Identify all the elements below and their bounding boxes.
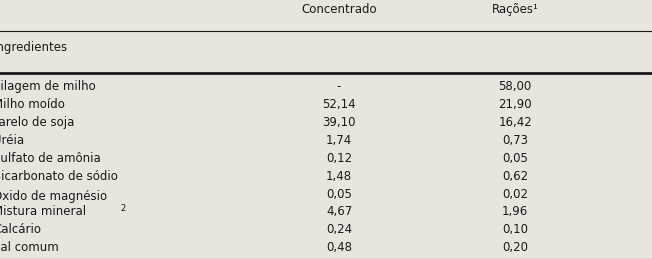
Text: Óxido de magnésio: Óxido de magnésio — [0, 188, 108, 203]
Text: -: - — [337, 80, 341, 93]
Text: Bicarbonato de sódio: Bicarbonato de sódio — [0, 170, 119, 183]
Text: Rações¹: Rações¹ — [492, 3, 539, 16]
Text: Concentrado: Concentrado — [301, 3, 377, 16]
Text: 16,42: 16,42 — [498, 116, 532, 129]
Text: 0,73: 0,73 — [502, 134, 528, 147]
Text: 0,48: 0,48 — [326, 241, 352, 254]
Text: 0,02: 0,02 — [502, 188, 528, 200]
Text: 0,05: 0,05 — [326, 188, 352, 200]
Text: 52,14: 52,14 — [322, 98, 356, 111]
Text: Uréia: Uréia — [0, 134, 25, 147]
Text: 0,05: 0,05 — [502, 152, 528, 165]
Text: 1,96: 1,96 — [502, 205, 528, 218]
Text: 58,00: 58,00 — [499, 80, 531, 93]
Text: 0,20: 0,20 — [502, 241, 528, 254]
Text: Mistura mineral: Mistura mineral — [0, 205, 87, 218]
Text: Ingredientes: Ingredientes — [0, 41, 68, 54]
Text: 4,67: 4,67 — [326, 205, 352, 218]
Text: 2: 2 — [121, 204, 126, 213]
Text: 0,12: 0,12 — [326, 152, 352, 165]
Text: Sal comum: Sal comum — [0, 241, 59, 254]
Text: Milho moído: Milho moído — [0, 98, 65, 111]
Text: 1,48: 1,48 — [326, 170, 352, 183]
Text: Silagem de milho: Silagem de milho — [0, 80, 96, 93]
Text: 0,10: 0,10 — [502, 223, 528, 236]
Text: 21,90: 21,90 — [498, 98, 532, 111]
Text: Farelo de soja: Farelo de soja — [0, 116, 75, 129]
Text: Calcário: Calcário — [0, 223, 42, 236]
Text: 0,62: 0,62 — [502, 170, 528, 183]
Text: Sulfato de amônia: Sulfato de amônia — [0, 152, 101, 165]
Text: 39,10: 39,10 — [322, 116, 356, 129]
Text: 1,74: 1,74 — [326, 134, 352, 147]
Text: 0,24: 0,24 — [326, 223, 352, 236]
